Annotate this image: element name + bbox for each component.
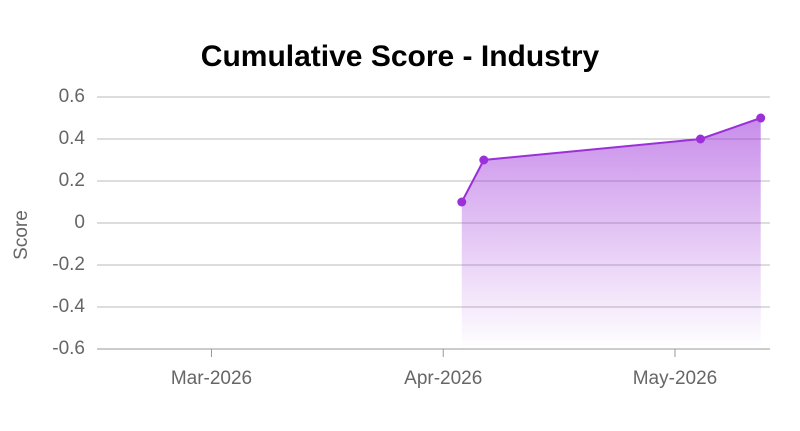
x-tick-label: Apr-2026 [404, 368, 482, 389]
y-tick-label: 0.6 [59, 86, 85, 107]
x-tick-label: May-2026 [633, 368, 718, 389]
y-tick-label: 0 [74, 212, 85, 233]
y-tick-label: -0.6 [52, 338, 85, 359]
y-axis-label: Score [11, 210, 32, 260]
point [457, 197, 467, 207]
point [479, 155, 489, 165]
y-tick-label: 0.2 [59, 170, 85, 191]
y-tick-label: -0.4 [52, 296, 85, 317]
x-tick-label: Mar-2026 [171, 368, 252, 389]
area [461, 118, 761, 349]
point [756, 113, 766, 123]
point [695, 134, 705, 144]
chart-title: Cumulative Score - Industry [201, 40, 600, 73]
y-tick-label: -0.2 [52, 254, 85, 275]
line [460, 117, 762, 203]
y-tick-label: 0.4 [59, 128, 86, 149]
